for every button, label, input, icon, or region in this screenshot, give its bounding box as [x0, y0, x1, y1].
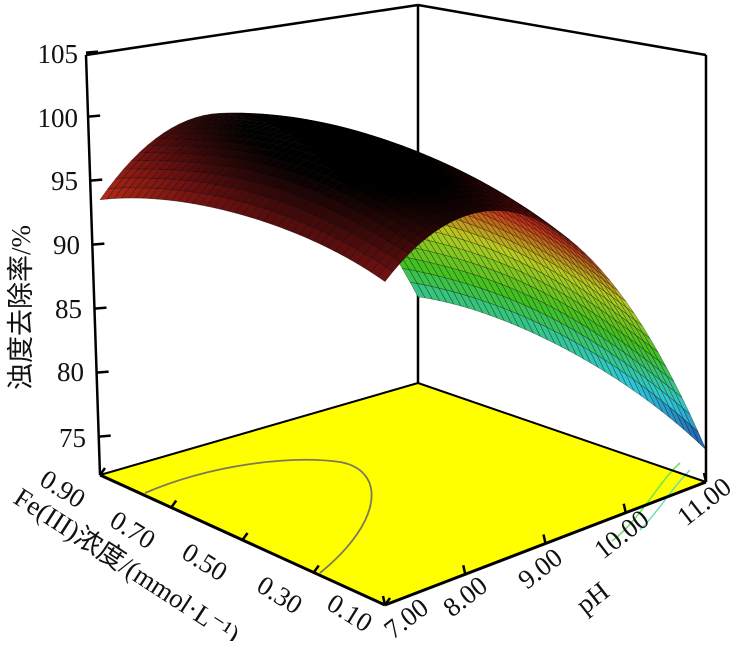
- z-tick-labels: 105 100 95 90 85 80 75: [38, 39, 87, 453]
- top-left-edge: [86, 5, 418, 55]
- z-tick-label: 80: [57, 357, 84, 387]
- z-tick-mark: [90, 180, 102, 181]
- z-tick-label: 85: [55, 294, 82, 324]
- top-right-edge: [418, 5, 706, 55]
- z-axis-title: 浊度去除率/%: [6, 225, 36, 390]
- floor-plane: [100, 383, 706, 605]
- fe-tick-label: 0.30: [252, 570, 308, 620]
- z-tick-mark: [94, 308, 106, 309]
- z-tick-mark: [92, 244, 104, 245]
- z-tick-mark: [99, 436, 111, 437]
- z-tick-label: 105: [38, 39, 79, 69]
- z-tick-label: 75: [59, 423, 86, 453]
- fe-tick-label: 0.50: [177, 537, 233, 587]
- z-tick-mark: [88, 116, 100, 117]
- z-tick-mark: [86, 52, 98, 53]
- z-tick-label: 95: [51, 166, 78, 196]
- z-tick-label: 90: [53, 230, 80, 260]
- z-tick-mark: [97, 372, 109, 373]
- z-axis-line: [86, 55, 100, 475]
- z-tick-label: 100: [38, 103, 79, 133]
- ph-axis-title: pH: [570, 576, 614, 620]
